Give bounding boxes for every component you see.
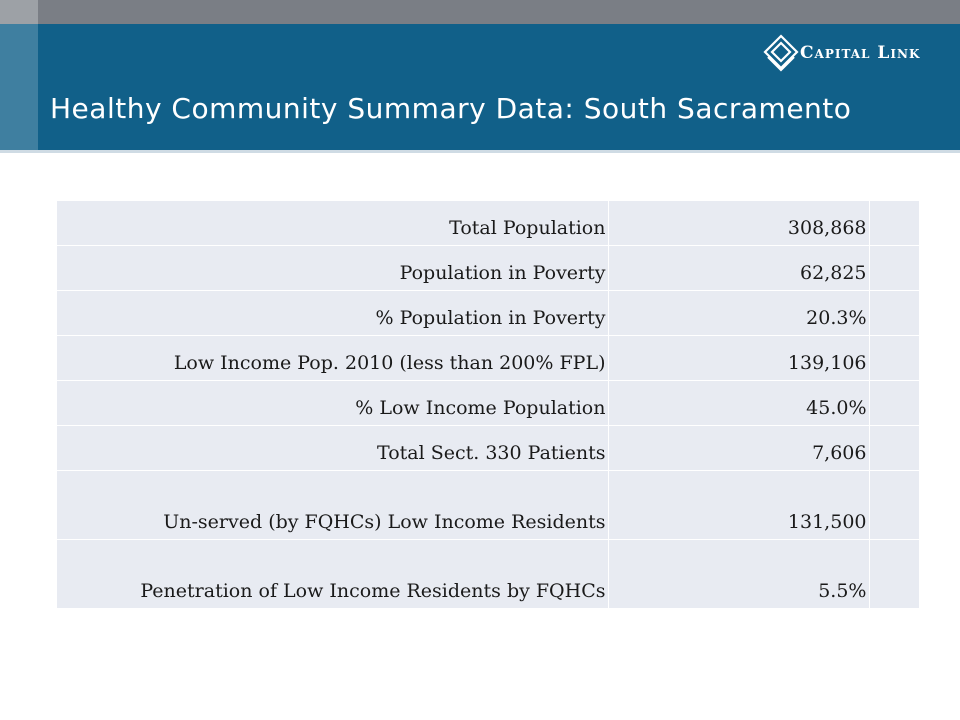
table-row: Total Population 308,868 [57, 201, 920, 246]
header-divider [0, 150, 960, 153]
top-gray-bar-accent [0, 0, 38, 24]
row-value: 5.5% [608, 539, 870, 609]
row-extra [869, 539, 920, 609]
table-row: Low Income Pop. 2010 (less than 200% FPL… [57, 335, 920, 381]
row-label: Penetration of Low Income Residents by F… [57, 539, 609, 609]
row-extra [869, 425, 920, 471]
row-value: 20.3% [608, 290, 870, 336]
row-label: % Population in Poverty [57, 290, 609, 336]
row-label: Un-served (by FQHCs) Low Income Resident… [57, 470, 609, 540]
top-gray-bar [0, 0, 960, 24]
row-label: % Low Income Population [57, 380, 609, 426]
row-value: 139,106 [608, 335, 870, 381]
row-value: 45.0% [608, 380, 870, 426]
row-value: 7,606 [608, 425, 870, 471]
table-row: Population in Poverty 62,825 [57, 245, 920, 291]
table-row: Total Sect. 330 Patients 7,606 [57, 425, 920, 471]
row-extra [869, 290, 920, 336]
summary-table: Total Population 308,868 Population in P… [57, 201, 920, 609]
row-extra [869, 470, 920, 540]
header-band-accent [0, 24, 38, 150]
capital-link-logo: Capital Link [760, 32, 950, 78]
row-extra [869, 380, 920, 426]
logo-text: Capital Link [800, 43, 921, 63]
row-value: 131,500 [608, 470, 870, 540]
table-row: Penetration of Low Income Residents by F… [57, 539, 920, 609]
table-row: Un-served (by FQHCs) Low Income Resident… [57, 470, 920, 540]
slide-title: Healthy Community Summary Data: South Sa… [50, 92, 852, 125]
row-extra [869, 335, 920, 381]
header-band [0, 24, 960, 150]
row-extra [869, 245, 920, 291]
row-value: 308,868 [608, 201, 870, 246]
row-extra [869, 201, 920, 246]
row-label: Low Income Pop. 2010 (less than 200% FPL… [57, 335, 609, 381]
row-value: 62,825 [608, 245, 870, 291]
table-row: % Low Income Population 45.0% [57, 380, 920, 426]
row-label: Total Sect. 330 Patients [57, 425, 609, 471]
table-row: % Population in Poverty 20.3% [57, 290, 920, 336]
row-label: Total Population [57, 201, 609, 246]
row-label: Population in Poverty [57, 245, 609, 291]
diamond-logo-icon [763, 34, 799, 72]
